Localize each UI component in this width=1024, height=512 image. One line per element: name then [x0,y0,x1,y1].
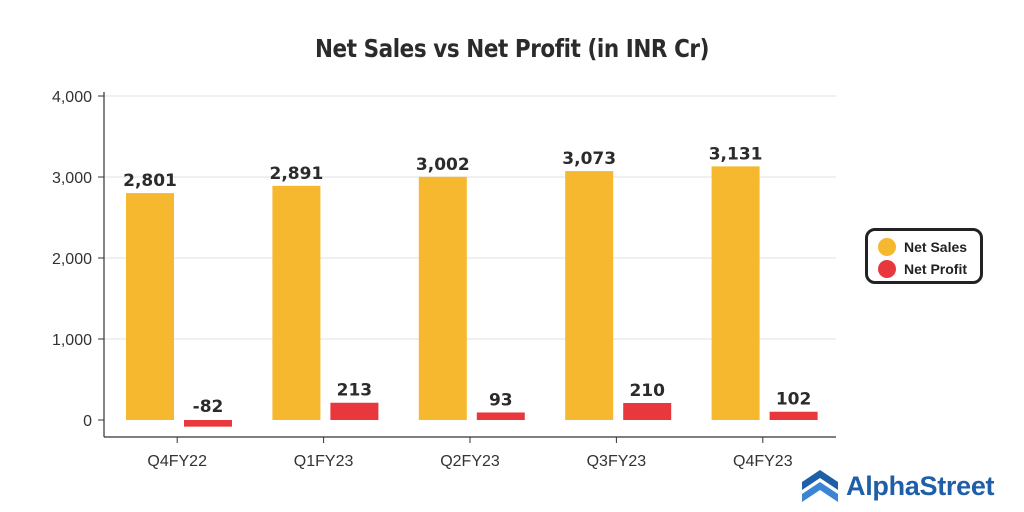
data-label-net-profit: 102 [776,390,812,410]
axes [98,92,836,443]
bar-net-sales [126,193,174,420]
chart-title: Net Sales vs Net Profit (in INR Cr) [314,34,709,63]
data-label-net-sales: 3,002 [416,155,470,175]
y-tick-label: 0 [83,413,92,430]
bar-net-profit [184,420,232,427]
data-label-net-sales: 2,801 [123,171,177,191]
bar-net-sales [565,171,614,420]
x-tick-label: Q1FY23 [294,453,354,470]
brand-logo: AlphaStreet [800,466,995,506]
data-label-net-sales: 2,891 [270,164,324,184]
y-tick-label: 1,000 [52,332,92,349]
bar-net-sales [711,166,760,420]
legend-item-net-sales: Net Sales [878,236,967,258]
bar-net-profit [330,402,379,420]
legend-swatch-net-profit [878,260,896,278]
brand-name: AlphaStreet [846,470,995,501]
data-labels: 2,801 -82 2,891 213 3,002 93 3,073 210 3,131 102 [123,144,811,417]
data-label-net-profit: 93 [489,390,513,410]
bars [126,166,818,427]
data-label-net-profit: 210 [629,381,665,401]
legend-label-net-profit: Net Profit [904,261,967,277]
bar-net-sales [418,176,467,420]
legend-item-net-profit: Net Profit [878,258,967,280]
x-tick-label: Q4FY23 [733,453,793,470]
legend-label-net-sales: Net Sales [904,239,968,255]
x-tick-label: Q2FY23 [440,453,500,470]
y-tick-label: 3,000 [52,170,92,187]
bar-net-sales [272,185,321,420]
data-label-net-sales: 3,131 [709,144,763,164]
x-tick-label: Q3FY23 [587,453,647,470]
bar-net-profit [769,411,818,420]
data-label-net-profit: -82 [193,397,224,417]
data-label-net-profit: 213 [337,381,373,401]
data-label-net-sales: 3,073 [562,149,616,169]
legend: Net Sales Net Profit [865,228,983,284]
bar-net-profit [623,402,672,420]
legend-swatch-net-sales [878,238,896,256]
tick-labels: 0 1,000 2,000 3,000 4,000 Q4FY22 Q1FY23 Q2FY23 Q… [52,89,793,470]
y-tick-label: 2,000 [52,251,92,268]
y-tick-label: 4,000 [52,89,92,106]
bar-net-profit [476,412,525,420]
alphastreet-logo-icon [802,470,838,502]
x-tick-label: Q4FY22 [147,453,207,470]
